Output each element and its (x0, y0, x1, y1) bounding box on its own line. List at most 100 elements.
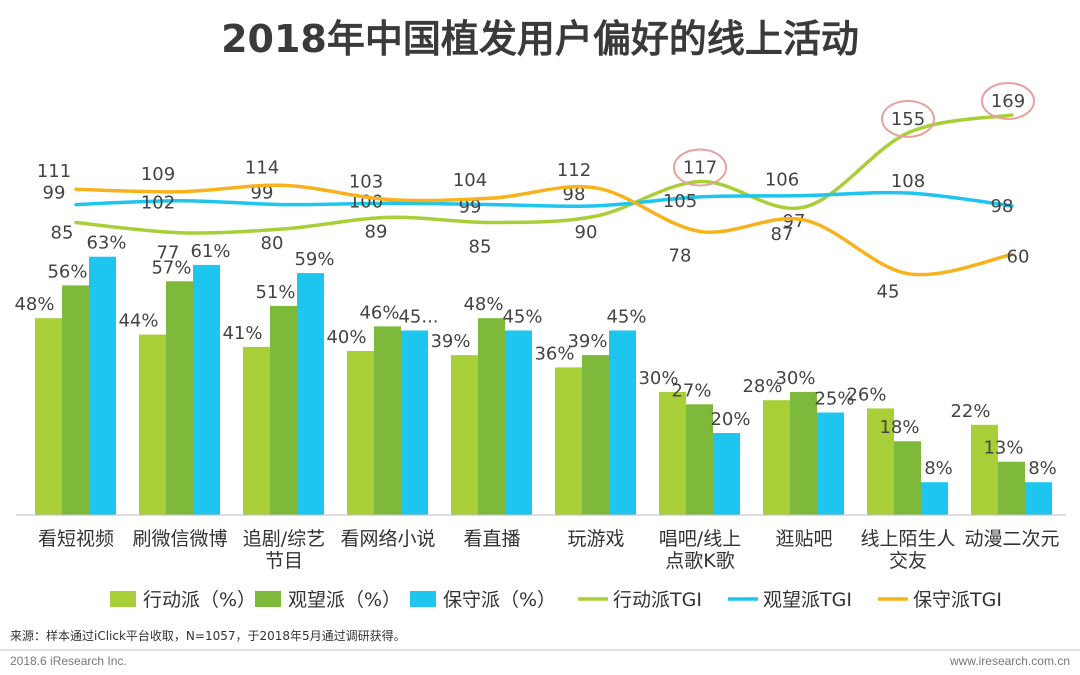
footer-website: www.iresearch.com.cn (949, 654, 1070, 668)
line-label-1-10: 169 (991, 91, 1025, 112)
line-label-3-3: 114 (245, 157, 279, 178)
category-label-3-1: 追剧/综艺 (243, 528, 325, 550)
bar-1-7 (659, 392, 686, 515)
bar-label-1-1: 48% (14, 294, 54, 315)
bar-1-4 (347, 351, 374, 515)
bar-label-3-10: 8% (1028, 458, 1057, 479)
category-label-7-2: 点歌K歌 (665, 550, 734, 572)
bar-label-2-7: 27% (671, 380, 711, 401)
line-label-3-9: 45 (877, 282, 900, 303)
source-note: 来源：样本通过iClick平台收取，N=1057，于2018年5月通过调研获得。 (10, 628, 406, 643)
highlight-circle-2 (881, 99, 935, 138)
bar-label-1-8: 28% (742, 376, 782, 397)
category-label-7-1: 唱吧/线上 (659, 528, 741, 550)
category-label-10: 动漫二次元 (964, 528, 1059, 550)
bar-3-5 (505, 330, 532, 515)
line-label-1-1: 85 (51, 223, 74, 244)
bar-1-1 (35, 318, 62, 515)
bar-1-3 (243, 346, 270, 515)
line-label-2-9: 108 (891, 171, 925, 192)
legend-label-6: 保守派TGI (913, 589, 1002, 611)
bar-label-2-6: 39% (567, 331, 607, 352)
line-label-3-1: 111 (37, 161, 71, 182)
bar-label-3-9: 8% (924, 458, 953, 479)
line-label-3-4: 103 (349, 171, 383, 192)
line-label-1-4: 89 (365, 221, 388, 242)
bar-label-3-6: 45% (606, 307, 646, 328)
bar-label-3-4: 45... (398, 307, 438, 328)
line-label-3-5: 104 (453, 170, 487, 191)
bar-1-6 (555, 367, 582, 515)
bar-label-3-3: 59% (294, 249, 334, 270)
category-label-9-1: 线上陌生人 (860, 528, 955, 550)
bar-label-2-8: 30% (775, 368, 815, 389)
highlight-circle-1 (673, 148, 727, 187)
line-label-2-2: 102 (141, 193, 175, 214)
line-label-1-6: 90 (575, 222, 598, 243)
line-series-3 (74, 183, 1014, 277)
bar-label-1-2: 44% (118, 311, 158, 332)
category-label-1: 看短视频 (38, 528, 114, 550)
line-series-1 (74, 113, 1014, 235)
bar-3-8 (817, 412, 844, 515)
category-label-5: 看直播 (463, 528, 520, 550)
bar-3-9 (921, 482, 948, 515)
category-label-3-2: 节目 (265, 550, 303, 572)
bar-3-10 (1025, 482, 1052, 515)
category-label-6: 玩游戏 (567, 528, 624, 550)
bar-label-2-10: 13% (983, 438, 1023, 459)
footer-copyright: 2018.6 iResearch Inc. (10, 654, 127, 668)
bar-3-7 (713, 433, 740, 515)
bar-2-4 (374, 326, 401, 515)
bar-label-2-2: 57% (151, 257, 191, 278)
chart-title: 2018年中国植发用户偏好的线上活动 (221, 17, 859, 61)
legend-label-1: 行动派（%） (143, 589, 256, 611)
highlight-circle-3 (981, 81, 1035, 120)
bar-2-7 (686, 404, 713, 515)
legend-swatch-1 (110, 591, 136, 607)
line-label-2-10: 98 (991, 196, 1014, 217)
bar-label-1-5: 39% (430, 331, 470, 352)
category-label-9-2: 交友 (889, 550, 927, 572)
line-label-1-7: 117 (683, 158, 717, 179)
bar-3-4 (401, 330, 428, 515)
category-label-2: 刷微信微博 (132, 528, 227, 550)
bar-label-1-6: 36% (534, 343, 574, 364)
bar-2-10 (998, 461, 1025, 515)
bar-1-5 (451, 355, 478, 515)
line-series-2 (74, 190, 1014, 209)
bar-label-3-2: 61% (190, 241, 230, 262)
bar-label-3-8: 25% (814, 389, 854, 410)
line-label-2-1: 99 (43, 183, 66, 204)
line-label-1-8: 97 (783, 211, 806, 232)
bar-2-3 (270, 305, 297, 515)
bar-label-1-10: 22% (950, 401, 990, 422)
bar-label-3-7: 20% (710, 409, 750, 430)
bar-layer: 48%44%41% 40% 39%36%30% 28% 26%22%56% 57%51%4… (14, 233, 1057, 515)
legend-label-5: 观望派TGI (763, 589, 852, 611)
legend-label-2: 观望派（%） (288, 589, 401, 611)
line-label-2-6: 98 (563, 184, 586, 205)
legend-label-3: 保守派（%） (443, 589, 556, 611)
line-label-2-3: 99 (251, 183, 274, 204)
legend: 行动派（%） 观望派（%） 保守派（%） 行动派TGI 观望派TGI 保守派TGI (110, 589, 1002, 611)
bar-3-6 (609, 330, 636, 515)
bar-3-3 (297, 273, 324, 515)
bar-label-3-5: 45% (502, 307, 542, 328)
bar-3-1 (89, 256, 116, 515)
bar-2-8 (790, 392, 817, 515)
bar-label-2-1: 56% (47, 261, 87, 282)
line-label-3-6: 112 (557, 160, 591, 181)
bar-label-2-4: 46% (359, 302, 399, 323)
bar-1-10 (971, 424, 998, 515)
line-label-3-7: 78 (669, 245, 692, 266)
line-label-2-7: 105 (663, 191, 697, 212)
bar-1-9 (867, 408, 894, 515)
bar-label-1-3: 41% (222, 323, 262, 344)
bar-label-1-9: 26% (846, 384, 886, 405)
bar-label-1-4: 40% (326, 327, 366, 348)
bar-1-8 (763, 400, 790, 515)
line-label-3-2: 109 (141, 164, 175, 185)
